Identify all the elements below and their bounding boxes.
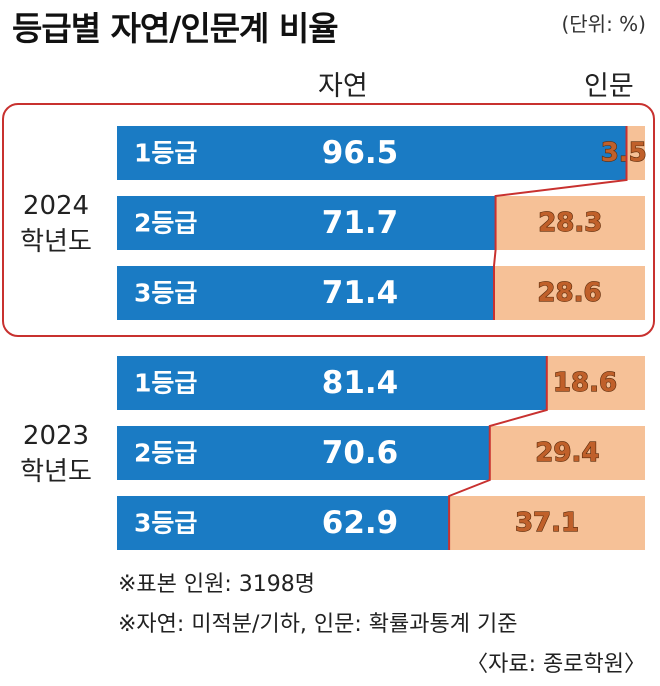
row-label: 2등급 (134, 439, 197, 468)
value-label-humanities: 28.3 (538, 208, 602, 238)
value-label-humanities: 29.4 (535, 438, 599, 468)
value-label-natural: 71.7 (322, 205, 399, 241)
value-label-humanities: 28.6 (537, 278, 601, 308)
unit-label: (단위: %) (561, 12, 646, 36)
value-label-humanities: 18.6 (553, 368, 617, 398)
bar-humanities (546, 356, 645, 410)
row-label: 3등급 (134, 279, 197, 308)
value-label-humanities: 3.5 (601, 138, 647, 168)
bar-humanities (449, 496, 645, 550)
value-label-natural: 81.4 (322, 365, 399, 401)
bar-natural (117, 126, 627, 180)
year-number: 2024 (22, 191, 90, 221)
bar-natural (117, 356, 547, 410)
note-sample-size: ※표본 인원: 3198명 (118, 572, 316, 597)
column-header-humanities: 인문 (584, 71, 634, 102)
divider-line (448, 356, 548, 550)
bar-humanities (495, 196, 645, 250)
year-label-2023: 2023 학년도 (0, 418, 112, 490)
source-label: 〈자료: 종로학원〉 (466, 652, 646, 677)
row-label: 2등급 (134, 209, 197, 238)
value-label-natural: 70.6 (322, 435, 399, 471)
year-label-2024: 2024 학년도 (0, 188, 112, 260)
row-label: 3등급 (134, 509, 197, 538)
year-number: 2023 (22, 421, 90, 451)
column-header-natural: 자연 (318, 71, 368, 102)
bar-natural (117, 426, 490, 480)
bar-humanities (489, 426, 645, 480)
value-label-humanities: 37.1 (515, 508, 579, 538)
value-label-natural: 62.9 (322, 505, 399, 541)
value-label-natural: 71.4 (322, 275, 399, 311)
chart-title: 등급별 자연/인문계 비율 (12, 9, 339, 48)
row-label: 1등급 (134, 369, 197, 398)
note-definition: ※자연: 미적분/기하, 인문: 확률과통계 기준 (118, 612, 518, 637)
year-suffix: 학년도 (20, 457, 92, 487)
row-label: 1등급 (134, 139, 197, 168)
year-suffix: 학년도 (20, 227, 92, 257)
bar-natural (117, 496, 450, 550)
divider-line (492, 126, 628, 320)
bar-humanities (493, 266, 645, 320)
bar-natural (117, 196, 496, 250)
bar-humanities (626, 126, 645, 180)
value-label-natural: 96.5 (322, 135, 399, 171)
bar-natural (117, 266, 494, 320)
highlight-box-2024 (2, 103, 655, 337)
